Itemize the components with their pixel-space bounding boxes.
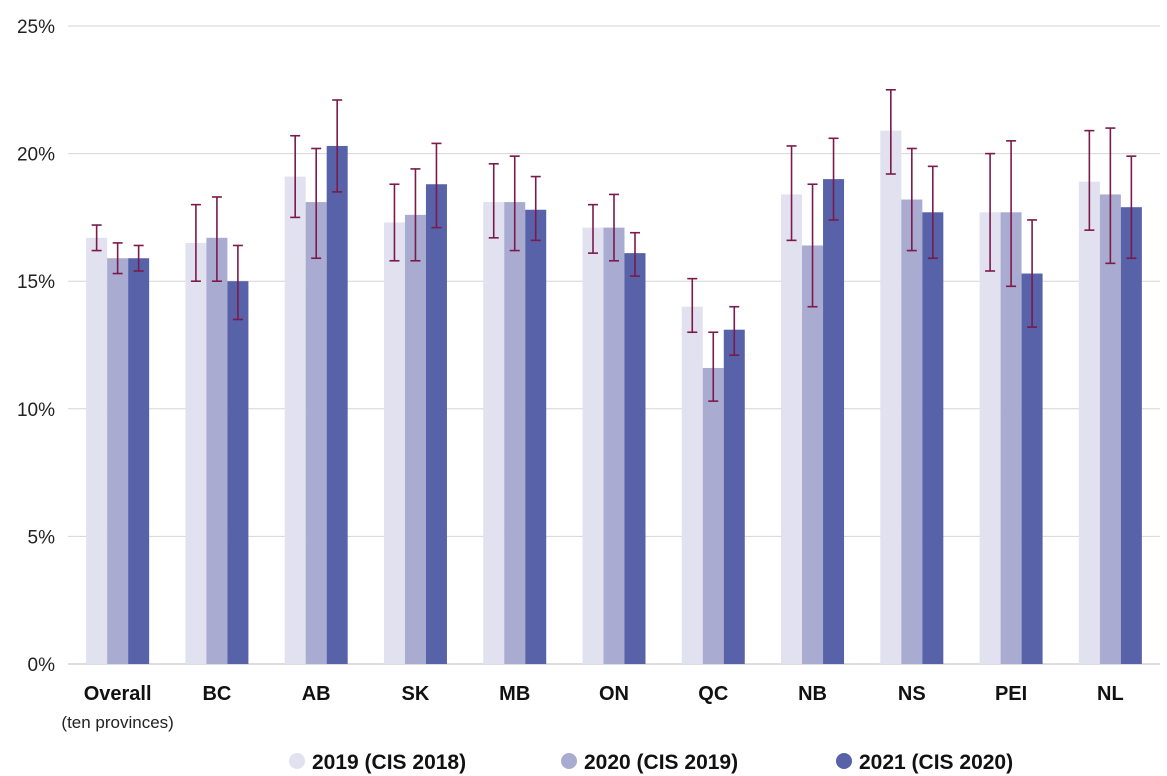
error-bar — [290, 134, 301, 219]
error-bar — [91, 224, 102, 252]
bar-nl-series-2 — [1099, 194, 1121, 664]
legend: 2019 (CIS 2018) 2020 (CIS 2019) 2021 (CIS … — [289, 751, 1013, 774]
bar-nb-series-1 — [781, 194, 803, 664]
legend-swatch — [836, 753, 852, 769]
error-bar — [1006, 140, 1017, 288]
bar-mb-series-2 — [504, 202, 526, 664]
error-bar — [509, 155, 520, 252]
bar-pei-series-1 — [979, 212, 1001, 664]
legend-label: 2021 (CIS 2020) — [859, 751, 1013, 774]
error-bar — [190, 203, 201, 283]
x-tick-label: PEI — [995, 683, 1027, 705]
y-tick-label: 20% — [17, 145, 55, 166]
y-tick-label: 0% — [28, 655, 56, 676]
error-bar — [985, 152, 996, 272]
x-tick-label: AB — [302, 683, 331, 705]
error-bar — [211, 196, 222, 283]
error-bar — [311, 147, 322, 260]
error-bar — [885, 89, 896, 175]
legend-label: 2020 (CIS 2019) — [584, 751, 738, 774]
error-bar — [431, 142, 442, 229]
bar-nl-series-3 — [1120, 207, 1142, 664]
error-bar — [687, 277, 698, 334]
bar-ab-series-1 — [284, 176, 306, 664]
x-tick-label: SK — [402, 683, 430, 705]
x-tick-label: NB — [798, 683, 827, 705]
bar-qc-series-1 — [681, 306, 703, 664]
x-tick-sublabel: (ten provinces) — [61, 713, 173, 732]
legend-item: 2019 (CIS 2018) — [289, 751, 466, 774]
bar-overall-series-1 — [86, 237, 108, 665]
error-bar — [609, 193, 619, 262]
error-bar — [133, 244, 144, 272]
error-bar — [1027, 219, 1038, 328]
error-bar — [389, 183, 400, 262]
error-bar — [927, 165, 938, 260]
error-bar — [332, 99, 343, 193]
bar-bc-series-3 — [227, 281, 249, 664]
bar-pei-series-3 — [1021, 273, 1043, 664]
legend-item: 2020 (CIS 2019) — [561, 751, 738, 774]
error-bar — [906, 147, 917, 252]
error-bar — [828, 137, 839, 221]
error-bar — [488, 163, 499, 239]
bar-ns-series-2 — [901, 199, 923, 664]
bar-ab-series-2 — [305, 202, 327, 664]
bar-on-series-1 — [582, 227, 604, 664]
bar-sk-series-2 — [404, 214, 426, 664]
error-bars — [91, 89, 1137, 402]
legend-swatch — [561, 753, 577, 769]
bar-nb-series-2 — [802, 245, 824, 665]
bar-qc-series-2 — [702, 367, 724, 664]
legend-item: 2021 (CIS 2020) — [836, 751, 1013, 774]
error-bar — [1105, 127, 1116, 265]
error-bar — [630, 231, 640, 277]
x-tick-label: MB — [499, 683, 530, 705]
legend-swatch — [289, 753, 305, 769]
error-bar — [786, 145, 797, 242]
bar-pei-series-2 — [1000, 212, 1022, 664]
error-bar — [588, 203, 598, 254]
bar-on-series-3 — [624, 253, 646, 665]
error-bar — [1126, 155, 1137, 260]
x-tick-label: NS — [898, 683, 926, 705]
x-tick-label: QC — [698, 683, 728, 705]
bar-qc-series-3 — [723, 329, 745, 664]
bars — [86, 130, 1142, 665]
y-tick-label: 25% — [17, 17, 55, 38]
y-tick-label: 10% — [17, 400, 55, 421]
error-bar — [530, 175, 541, 242]
error-bar — [232, 244, 243, 321]
bar-ns-series-1 — [880, 130, 902, 664]
y-axis-ticks: 0% 5% 10% 15% 20% 25% — [17, 17, 55, 676]
bar-ns-series-3 — [922, 212, 944, 664]
error-bar — [112, 242, 123, 275]
x-tick-label: BC — [202, 683, 231, 705]
bar-overall-series-2 — [107, 258, 129, 664]
bar-bc-series-1 — [185, 242, 207, 665]
bar-bc-series-2 — [206, 237, 228, 665]
bar-mb-series-1 — [483, 202, 505, 664]
x-tick-label: NL — [1097, 683, 1124, 705]
error-bar — [729, 305, 740, 357]
bar-overall-series-3 — [128, 258, 150, 664]
bar-on-series-2 — [603, 227, 625, 664]
legend-label: 2019 (CIS 2018) — [312, 751, 466, 774]
error-bar — [807, 183, 818, 308]
y-tick-label: 5% — [28, 527, 56, 548]
bar-mb-series-3 — [525, 209, 547, 664]
error-bar — [1084, 129, 1095, 231]
y-tick-label: 15% — [17, 272, 55, 293]
x-tick-label: Overall — [84, 683, 152, 705]
x-tick-label: ON — [599, 683, 629, 705]
bar-nl-series-1 — [1078, 181, 1100, 664]
bar-sk-series-1 — [383, 222, 405, 664]
error-bar — [708, 331, 719, 402]
bar-nb-series-3 — [823, 179, 845, 664]
bar-ab-series-3 — [326, 145, 348, 665]
error-bar — [410, 168, 421, 262]
x-axis-labels: Overall (ten provinces) BC AB SK MB ON QC NB NS PE… — [61, 683, 1123, 732]
bar-sk-series-3 — [425, 184, 447, 664]
